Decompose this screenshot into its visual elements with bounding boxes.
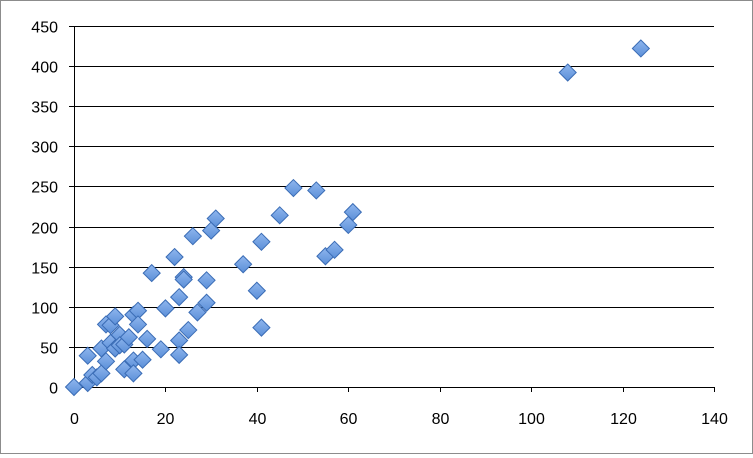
axes bbox=[69, 26, 715, 392]
x-tick-label: 60 bbox=[340, 411, 358, 428]
data-point bbox=[197, 271, 216, 290]
x-tick-label: 20 bbox=[157, 411, 175, 428]
data-point bbox=[197, 293, 216, 312]
gridlines bbox=[74, 26, 714, 348]
y-tick-label: 200 bbox=[31, 221, 58, 238]
data-point bbox=[174, 270, 193, 289]
data-point bbox=[105, 307, 125, 326]
data-point bbox=[247, 281, 267, 300]
data-point bbox=[252, 232, 271, 252]
y-tick-label: 100 bbox=[31, 301, 58, 318]
data-point bbox=[343, 202, 363, 222]
y-tick-label: 0 bbox=[49, 381, 58, 398]
data-point bbox=[142, 263, 161, 283]
data-point bbox=[169, 345, 189, 365]
data-point bbox=[128, 315, 148, 334]
data-point bbox=[270, 206, 289, 225]
data-point bbox=[284, 178, 303, 198]
data-point bbox=[96, 352, 116, 371]
data-point bbox=[156, 299, 175, 318]
data-points bbox=[64, 39, 651, 397]
x-tick-label: 140 bbox=[701, 411, 728, 428]
y-tick-label: 450 bbox=[31, 20, 58, 37]
data-point bbox=[233, 255, 253, 274]
data-point bbox=[64, 377, 84, 397]
y-tick-label: 250 bbox=[31, 180, 58, 197]
data-point bbox=[115, 360, 134, 379]
data-point bbox=[169, 287, 189, 307]
data-point bbox=[151, 340, 171, 359]
data-point bbox=[631, 39, 651, 58]
y-tick-label: 150 bbox=[31, 261, 58, 278]
x-tick-label: 100 bbox=[518, 411, 545, 428]
x-tick-label: 40 bbox=[249, 411, 267, 428]
data-point bbox=[78, 346, 97, 365]
data-point bbox=[137, 329, 157, 349]
y-tick-label: 350 bbox=[31, 100, 58, 117]
y-tick-label: 300 bbox=[31, 140, 58, 157]
data-point bbox=[165, 247, 184, 267]
y-tick-label: 50 bbox=[40, 341, 58, 358]
data-point bbox=[124, 364, 143, 383]
data-point bbox=[252, 318, 271, 337]
x-tick-label: 0 bbox=[70, 411, 79, 428]
data-point bbox=[188, 303, 207, 322]
y-tick-labels: 0 50 100 150 200 250 300 350 400 450 bbox=[31, 20, 58, 398]
data-point bbox=[206, 209, 225, 228]
data-point bbox=[179, 320, 198, 340]
data-point bbox=[558, 63, 577, 82]
data-point bbox=[307, 181, 326, 200]
y-tick-label: 400 bbox=[31, 60, 58, 77]
data-point bbox=[119, 328, 139, 347]
x-tick-label: 120 bbox=[610, 411, 637, 428]
data-point bbox=[325, 240, 344, 260]
data-point bbox=[183, 226, 203, 246]
data-point bbox=[133, 350, 152, 369]
x-tick-labels: 0 20 40 60 80 100 120 140 bbox=[70, 411, 728, 428]
data-point bbox=[92, 364, 111, 383]
x-tick-label: 80 bbox=[432, 411, 450, 428]
data-point bbox=[339, 215, 358, 235]
